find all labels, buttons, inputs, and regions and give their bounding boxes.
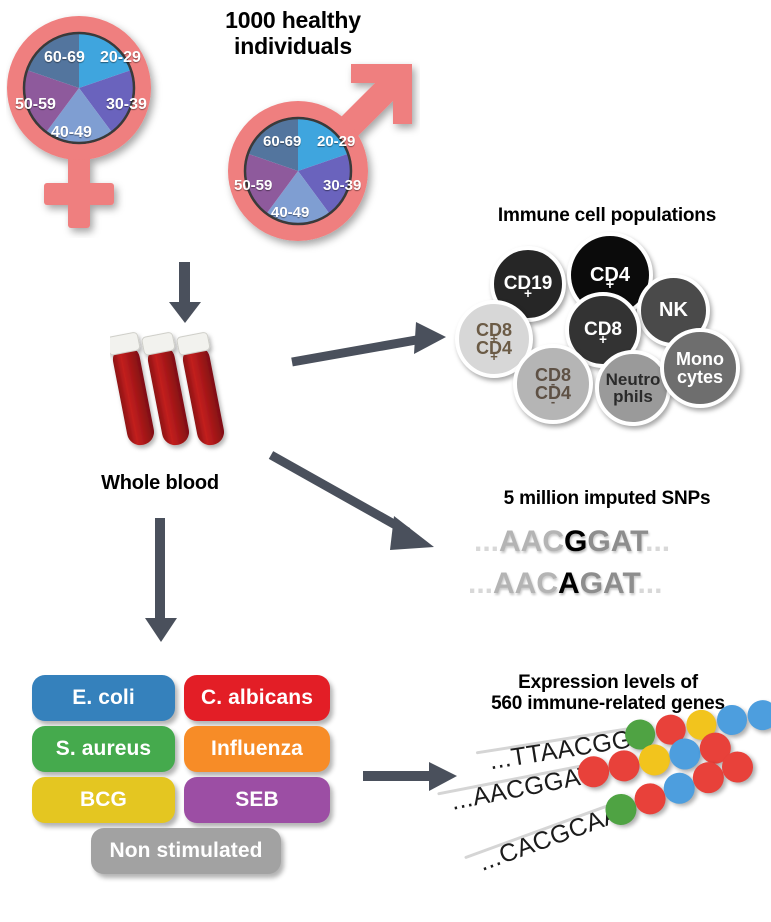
snp-suffix-0: ... [645, 525, 671, 558]
immune-cell-label: NK [659, 299, 688, 322]
snp-left-1: AAC [493, 567, 559, 600]
immune-cell-mono-cytes[interactable]: Mono cytes [660, 328, 740, 408]
stimulus-label: BCG [80, 788, 127, 811]
stimulus-s-aureus[interactable]: S. aureus [32, 726, 175, 772]
stimulus-label: E. coli [72, 686, 135, 709]
stimulus-e-coli[interactable]: E. coli [32, 675, 175, 721]
male-symbol: 20-29 30-39 40-49 50-59 60-69 [205, 58, 420, 253]
immune-cell-cluster: CD19 + CD4 + NK CD8 + CD8 + CD4 + CD8- CD4- Neutro phi… [455, 232, 755, 426]
stimulus-c-albicans[interactable]: C. albicans [184, 675, 330, 721]
stimulus-label: C. albicans [201, 686, 313, 709]
age-pie-female [22, 31, 136, 145]
expression-heading-line1: Expression levels of [518, 672, 698, 693]
snp-sequence-row: ...AACGGAT... [474, 525, 670, 559]
stimulus-label: Influenza [211, 737, 303, 760]
expression-heading-line2: 560 immune-related genes [491, 693, 725, 715]
immune-cell-label: CD4 + [589, 263, 630, 294]
immune-cell-label: CD8 + [583, 319, 622, 347]
snps-heading: 5 million imputed SNPs [503, 488, 711, 509]
immune-cell-neutro-phils[interactable]: Neutro phils [595, 350, 671, 426]
expression-strands: ...TTAACGG ...AACGGAT ...CACGCAA [437, 697, 771, 915]
strand-bead [636, 741, 673, 779]
snp-prefix-1: ... [468, 567, 494, 600]
snp-right-0: GAT [587, 525, 646, 558]
immune-cell-cd8-cd4[interactable]: CD8 + CD4 + [455, 300, 533, 378]
snp-sequence-row: ...AACAGAT... [468, 567, 662, 601]
stimulus-influenza[interactable]: Influenza [184, 726, 330, 772]
stimulus-label: SEB [235, 788, 279, 811]
snp-right-1: GAT [579, 567, 638, 600]
immune-heading: Immune cell populations [497, 205, 717, 226]
immune-cell-label: Neutro phils [605, 369, 661, 406]
age-pie-male [243, 116, 353, 226]
stimulus-label: Non stimulated [109, 839, 263, 862]
arrow-stimuli-to-expression [363, 760, 458, 799]
snp-left-0: AAC [499, 525, 565, 558]
female-symbol: 20-29 30-39 40-49 50-59 60-69 [6, 8, 181, 238]
snp-sequences: ...AACGGAT... ...AACAGAT... [468, 525, 758, 620]
snp-variant-1: A [558, 567, 580, 600]
strand-bead [605, 747, 643, 785]
stimulus-label: S. aureus [55, 737, 152, 760]
page-title-line2: individuals [234, 32, 352, 59]
page-title: 1000 healthy individuals [178, 7, 408, 60]
immune-cell-label: CD8 + CD4 + [475, 319, 512, 365]
snp-variant-0: G [564, 525, 588, 558]
immune-cell-cd8-cd4[interactable]: CD8- CD4- [513, 344, 593, 424]
page-title-line1: 1000 healthy [225, 7, 361, 33]
immune-cell-label: CD19 + [503, 273, 553, 301]
snp-prefix-0: ... [474, 525, 500, 558]
stimulus-seb[interactable]: SEB [184, 777, 330, 823]
arrow-blood-to-snps [268, 450, 448, 565]
strand-bead [745, 697, 771, 733]
stimulus-bcg[interactable]: BCG [32, 777, 175, 823]
immune-cell-label: CD8- CD4- [534, 364, 571, 410]
arrow-blood-to-stimuli [140, 518, 182, 648]
immune-cell-label: Mono cytes [676, 348, 724, 387]
female-symbol-graphic [7, 16, 151, 228]
whole-blood-label: Whole blood [101, 472, 219, 494]
snp-suffix-1: ... [637, 567, 663, 600]
male-symbol-graphic [228, 64, 412, 241]
whole-blood-tubes [106, 330, 230, 467]
stimulus-non-stimulated[interactable]: Non stimulated [91, 828, 281, 874]
expression-heading: Expression levels of 560 immune-related … [452, 672, 764, 715]
arrow-cohort-to-blood [165, 262, 205, 329]
arrow-blood-to-immune [290, 318, 450, 373]
